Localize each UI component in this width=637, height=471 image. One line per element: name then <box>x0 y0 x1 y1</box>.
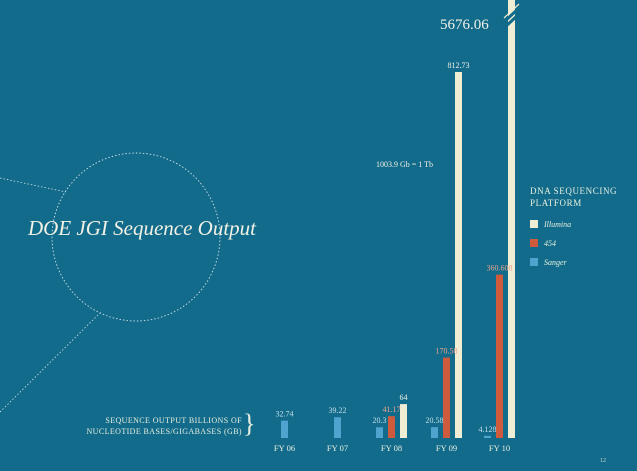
value-label-sanger-fy-10: 4.128 <box>479 425 497 434</box>
value-label-454-fy-08: 41.17 <box>383 405 401 414</box>
tick-label-fy-06: FY 06 <box>274 443 295 453</box>
legend-swatch-454 <box>530 239 538 247</box>
tick-label-fy-08: FY 08 <box>381 443 402 453</box>
legend-swatch-illumina <box>530 220 538 228</box>
axis-break-line <box>503 3 520 19</box>
magnifier-circle <box>51 152 221 322</box>
magnifier-line-top <box>0 177 67 193</box>
magnifier-line-bottom <box>0 310 103 413</box>
legend-item-454: 454 <box>530 238 556 248</box>
chart-title: DOE JGI Sequence Output <box>28 216 257 240</box>
tick-label-fy-10: FY 10 <box>489 443 510 453</box>
axis-break-mark <box>502 6 521 30</box>
bars-layer <box>281 0 521 438</box>
value-label-454-fy-09: 170.58 <box>436 347 458 356</box>
legend-item-illumina: Illumina <box>530 219 571 229</box>
labels-layer: 32.74 FY 06 39.22 FY 07 20.3 41.17 64 FY 08 20.5… <box>274 61 513 453</box>
bar-sanger-fy-10 <box>484 435 491 438</box>
y-axis-label: SEQUENCE OUTPUT BILLIONS OF NUCLEOTIDE B… <box>86 416 242 436</box>
tick-label-fy-09: FY 09 <box>436 443 457 453</box>
legend-label-sanger: Sanger <box>544 257 567 267</box>
value-label-454-fy-10: 360.608 <box>487 264 513 273</box>
bar-sanger-fy-09 <box>431 427 438 438</box>
page-number: 12 <box>600 458 606 464</box>
legend-label-454: 454 <box>544 238 556 248</box>
value-label-illumina-fy-09: 812.73 <box>448 61 470 70</box>
legend-title: DNA SEQUENCING PLATFORM <box>530 186 618 208</box>
value-label-sanger-fy-08: 20.3 <box>373 416 387 425</box>
bar-sanger-fy-06 <box>281 420 288 438</box>
bar-454-fy-08 <box>388 416 395 438</box>
bar-illumina-fy-10 <box>508 0 515 438</box>
brace-icon: } <box>243 409 256 438</box>
decor <box>0 152 221 413</box>
bar-illumina-fy-08 <box>400 404 407 438</box>
bar-454-fy-10 <box>496 274 503 438</box>
bar-454-fy-09 <box>443 357 450 438</box>
value-label-sanger-fy-09: 20.58 <box>426 416 444 425</box>
legend-label-illumina: Illumina <box>544 219 572 229</box>
value-label-illumina-fy-08: 64 <box>400 393 408 402</box>
bar-sanger-fy-07 <box>334 417 341 438</box>
legend-swatch-sanger <box>530 258 538 266</box>
terabase-annotation: 1003.9 Gb = 1 Tb <box>376 160 434 169</box>
value-label-sanger-fy-07: 39.22 <box>329 406 347 415</box>
bar-sanger-fy-08 <box>376 427 383 438</box>
legend-item-sanger: Sanger <box>530 257 567 267</box>
bar-illumina-fy-09 <box>455 71 462 438</box>
value-label-sanger-fy-06: 32.74 <box>276 410 294 419</box>
tick-label-fy-07: FY 07 <box>327 443 348 453</box>
illumina-fy10-value-label: 5676.06 <box>440 17 489 33</box>
